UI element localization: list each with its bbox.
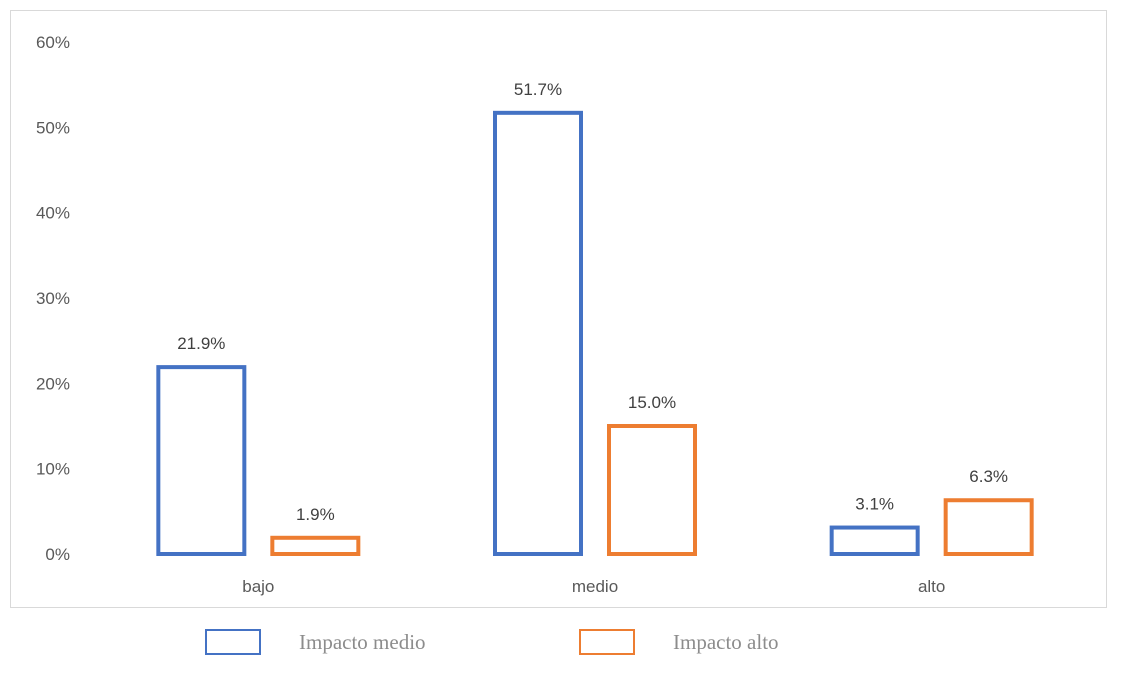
- data-label: 15.0%: [628, 393, 676, 412]
- legend-swatch-impacto-medio: [205, 629, 261, 655]
- legend-label-impacto-medio: Impacto medio: [299, 629, 426, 654]
- data-label: 1.9%: [296, 505, 335, 524]
- bar-impacto-medio-bajo: [156, 365, 247, 556]
- y-tick-label: 50%: [36, 118, 70, 137]
- data-label: 51.7%: [514, 80, 562, 99]
- y-tick-label: 30%: [36, 289, 70, 308]
- chart-area: [10, 10, 1107, 608]
- y-tick-label: 60%: [36, 33, 70, 52]
- bar-impacto-medio-medio: [493, 110, 583, 557]
- data-label: 3.1%: [855, 495, 894, 514]
- y-tick-label: 10%: [36, 460, 70, 479]
- legend-label-impacto-alto: Impacto alto: [673, 629, 779, 654]
- legend-item-impacto-medio: Impacto medio: [205, 626, 426, 658]
- bar-impacto-alto-medio: [607, 424, 697, 556]
- y-tick-label: 40%: [36, 204, 70, 223]
- y-tick-label: 20%: [36, 374, 70, 393]
- legend-swatch-impacto-alto: [579, 629, 635, 655]
- x-tick-label: medio: [572, 577, 618, 596]
- bars: [156, 110, 1034, 557]
- bar-impacto-alto-alto: [943, 498, 1034, 556]
- y-tick-label: 0%: [45, 545, 70, 564]
- data-label: 21.9%: [177, 334, 225, 353]
- legend-item-impacto-alto: Impacto alto: [579, 626, 779, 658]
- y-axis: 0% 10% 20% 30% 40% 50% 60%: [36, 33, 70, 564]
- bar-impacto-alto-bajo: [270, 535, 361, 557]
- x-tick-label: bajo: [242, 577, 274, 596]
- bar-impacto-medio-alto: [829, 525, 920, 557]
- data-label: 6.3%: [969, 467, 1008, 486]
- x-tick-label: alto: [918, 577, 945, 596]
- data-labels: 21.9% 51.7% 3.1% 1.9% 15.0% 6.3%: [177, 80, 1008, 524]
- x-axis: bajo medio alto: [242, 577, 945, 596]
